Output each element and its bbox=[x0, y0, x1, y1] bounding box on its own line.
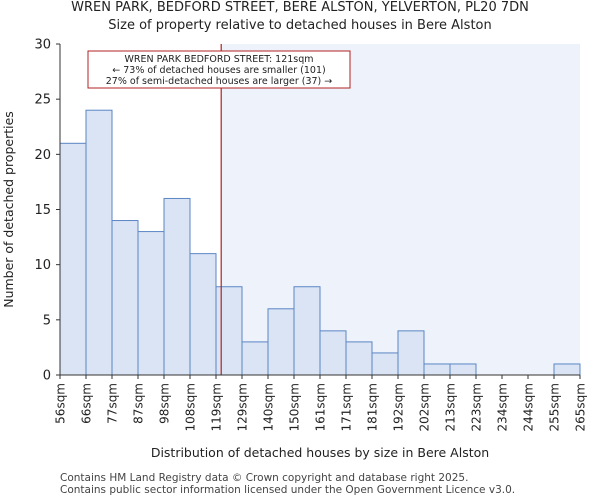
chart-title: WREN PARK, BEDFORD STREET, BERE ALSTON, … bbox=[71, 0, 529, 15]
y-axis-label: Number of detached properties bbox=[1, 111, 16, 308]
x-tick-label-129sqm: 129sqm bbox=[236, 383, 250, 431]
x-tick-label-119sqm: 119sqm bbox=[210, 383, 224, 431]
bar-150sqm bbox=[293, 286, 321, 376]
x-tick-label-244sqm: 244sqm bbox=[522, 383, 536, 431]
bar-chart: 0 5 10 15 20 25 30 56sqm 66sqm 77sqm 87sqm 98sqm 108… bbox=[1, 38, 588, 461]
x-tick-label-87sqm: 87sqm bbox=[132, 383, 146, 424]
bar-66sqm bbox=[85, 109, 113, 376]
marker-annotation: WREN PARK BEDFORD STREET: 121sqm ← 73% o… bbox=[87, 50, 351, 89]
y-tick-label-20: 20 bbox=[34, 148, 51, 163]
x-tick-label-192sqm: 192sqm bbox=[392, 383, 406, 431]
x-tick-label-234sqm: 234sqm bbox=[496, 383, 510, 431]
bar-171sqm bbox=[345, 341, 373, 376]
bar-77sqm bbox=[111, 220, 139, 376]
bar-87sqm bbox=[137, 231, 165, 376]
bar-181sqm bbox=[371, 352, 399, 376]
x-tick-label-171sqm: 171sqm bbox=[340, 383, 354, 431]
x-tick-label-77sqm: 77sqm bbox=[106, 383, 120, 424]
annotation-line-2: ← 73% of detached houses are smaller (10… bbox=[112, 65, 325, 76]
x-tick-label-150sqm: 150sqm bbox=[288, 383, 302, 431]
annotation-line-3: 27% of semi-detached houses are larger (… bbox=[106, 76, 333, 87]
bar-129sqm bbox=[241, 341, 269, 376]
x-tick-label-161sqm: 161sqm bbox=[314, 383, 328, 431]
footer-copyright: Contains HM Land Registry data © Crown c… bbox=[60, 472, 469, 484]
bar-202sqm bbox=[423, 363, 451, 376]
x-tick-label-255sqm: 255sqm bbox=[548, 383, 562, 431]
x-tick-label-213sqm: 213sqm bbox=[444, 383, 458, 431]
annotation-box bbox=[87, 50, 351, 89]
x-tick-label-66sqm: 66sqm bbox=[80, 383, 94, 424]
bar-161sqm bbox=[319, 330, 347, 376]
x-tick-label-108sqm: 108sqm bbox=[184, 383, 198, 431]
bar-56sqm bbox=[59, 142, 87, 376]
footer-licence: Contains public sector information licen… bbox=[60, 484, 516, 496]
x-tick-label-265sqm: 265sqm bbox=[574, 383, 588, 431]
x-tick-label-56sqm: 56sqm bbox=[54, 383, 68, 424]
y-tick-label-10: 10 bbox=[34, 258, 51, 273]
x-tick-label-98sqm: 98sqm bbox=[158, 383, 172, 424]
x-tick-label-223sqm: 223sqm bbox=[470, 383, 484, 431]
x-tick-label-140sqm: 140sqm bbox=[262, 383, 276, 431]
y-tick-label-5: 5 bbox=[43, 313, 51, 328]
y-tick-label-25: 25 bbox=[34, 93, 51, 108]
bar-192sqm bbox=[397, 330, 425, 376]
y-tick-label-0: 0 bbox=[43, 369, 51, 384]
y-tick-label-30: 30 bbox=[34, 38, 51, 53]
bar-213sqm bbox=[449, 363, 477, 376]
y-tick-label-15: 15 bbox=[34, 203, 51, 218]
x-tick-label-202sqm: 202sqm bbox=[418, 383, 432, 431]
bar-255sqm bbox=[553, 363, 581, 376]
bar-108sqm bbox=[189, 253, 217, 376]
x-axis-label: Distribution of detached houses by size … bbox=[151, 445, 489, 460]
chart-subtitle: Size of property relative to detached ho… bbox=[108, 18, 492, 33]
annotation-line-1: WREN PARK BEDFORD STREET: 121sqm bbox=[124, 54, 313, 65]
x-tick-label-181sqm: 181sqm bbox=[366, 383, 380, 431]
bar-140sqm bbox=[267, 308, 295, 376]
bar-119sqm bbox=[215, 286, 243, 376]
bar-98sqm bbox=[163, 197, 191, 376]
